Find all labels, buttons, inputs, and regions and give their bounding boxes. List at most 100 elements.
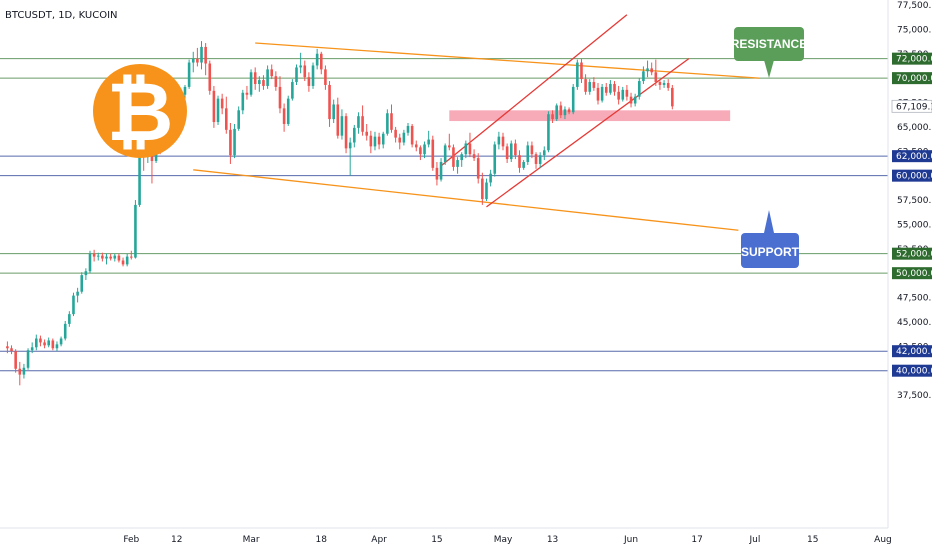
candle-body bbox=[369, 135, 373, 147]
candle-body bbox=[394, 129, 397, 138]
candle-body bbox=[295, 67, 298, 83]
candle-body bbox=[402, 132, 406, 143]
candle-body bbox=[642, 71, 645, 82]
candle-body bbox=[84, 271, 88, 276]
candle-body bbox=[386, 113, 389, 134]
candle-body bbox=[414, 144, 418, 148]
resistance-callout-box bbox=[734, 27, 804, 61]
price-level-badge-label: 50,000.0 bbox=[896, 269, 932, 279]
candle-body bbox=[423, 144, 426, 155]
candle-body bbox=[332, 104, 335, 120]
candle-body bbox=[662, 83, 666, 85]
candle-body bbox=[18, 368, 22, 375]
candle-body bbox=[22, 367, 26, 375]
support-label: SUPPORT bbox=[741, 245, 800, 259]
time-tick-label: Aug bbox=[874, 535, 892, 545]
resistance-label: RESISTANCE bbox=[731, 37, 807, 51]
candle-body bbox=[315, 53, 319, 66]
candle-body bbox=[555, 105, 558, 120]
candle-body bbox=[237, 110, 240, 129]
triangle-lower-trendline bbox=[193, 169, 739, 231]
candle-body bbox=[55, 344, 59, 349]
candle-body bbox=[26, 350, 30, 368]
price-tick-label: 37,500.0 bbox=[897, 391, 932, 401]
candle-body bbox=[625, 89, 629, 97]
price-level-badge-label: 42,000.0 bbox=[896, 347, 932, 357]
candle-body bbox=[187, 62, 191, 87]
candle-body bbox=[196, 58, 199, 63]
price-axis[interactable]: 77,500.075,000.072,500.070,000.067,500.0… bbox=[887, 0, 932, 528]
price-level-badge-label: 72,000.0 bbox=[896, 55, 932, 65]
price-tick-label: 65,000.0 bbox=[897, 123, 932, 133]
time-tick-label: 15 bbox=[807, 535, 818, 545]
candle-body bbox=[439, 162, 443, 180]
candle-body bbox=[563, 109, 567, 116]
time-axis-ticks: Feb 12 Mar 18 Apr 15 May 13 Jun 17 Jul 15 Aug bbox=[123, 535, 891, 545]
candle-body bbox=[307, 77, 311, 86]
time-axis[interactable]: Feb 12 Mar 18 Apr 15 May 13 Jun 17 Jul 15 Aug bbox=[0, 527, 892, 545]
candle-body bbox=[671, 87, 674, 107]
candle-body bbox=[51, 340, 55, 349]
time-tick-label: 17 bbox=[691, 535, 702, 545]
last-price-label: 67,109.1 bbox=[896, 102, 932, 112]
candle-body bbox=[456, 160, 459, 167]
candle-body bbox=[47, 340, 50, 346]
candle-body bbox=[224, 108, 228, 130]
candle-body bbox=[35, 338, 38, 348]
time-tick-label: Jun bbox=[623, 535, 638, 545]
price-level-badge bbox=[892, 52, 932, 65]
candle-body bbox=[80, 275, 84, 292]
price-axis-badges: 72,000.0 70,000.0 62,000.0 60,000.0 52,000.0… bbox=[891, 52, 932, 377]
candle-body bbox=[398, 137, 402, 143]
candle-body bbox=[270, 69, 274, 77]
channel-upper-trendline bbox=[440, 14, 628, 167]
candle-body bbox=[431, 139, 435, 168]
candle-body bbox=[274, 76, 278, 87]
candle-body bbox=[464, 143, 468, 155]
candle-body bbox=[258, 80, 261, 84]
price-tick-label: 47,500.0 bbox=[897, 294, 932, 304]
price-level-badge-label: 52,000.0 bbox=[896, 250, 932, 260]
bitcoin-icon: ₿ bbox=[107, 65, 174, 160]
time-tick-label: Apr bbox=[371, 535, 387, 545]
candle-body bbox=[121, 260, 125, 265]
candle-body bbox=[410, 125, 414, 145]
candle-body bbox=[14, 351, 17, 369]
candle-body bbox=[241, 92, 245, 111]
price-tick-label: 57,500.0 bbox=[897, 196, 932, 206]
candle-body bbox=[654, 72, 658, 83]
price-level-badge-label: 60,000.0 bbox=[896, 172, 932, 182]
candle-body bbox=[373, 136, 377, 147]
candle-body bbox=[59, 338, 63, 345]
chart-title: BTCUSDT, 1D, KUCOIN bbox=[5, 10, 118, 21]
candle-body bbox=[191, 58, 195, 63]
candle-body bbox=[266, 69, 269, 86]
candle-body bbox=[580, 62, 583, 80]
resistance-callout-arrow bbox=[764, 60, 774, 78]
candle-body bbox=[518, 155, 521, 168]
time-tick-label: Feb bbox=[123, 535, 139, 545]
candle-body bbox=[377, 136, 381, 145]
triangle-upper-trendline bbox=[255, 42, 760, 79]
candle-body bbox=[353, 127, 356, 143]
candle-body bbox=[633, 96, 637, 104]
candle-body bbox=[183, 86, 187, 95]
candle-body bbox=[68, 314, 71, 324]
candle-body bbox=[600, 86, 604, 101]
candle-body bbox=[357, 116, 360, 128]
candle-body bbox=[381, 133, 385, 145]
price-tick-label: 75,000.0 bbox=[897, 25, 932, 35]
candle-body bbox=[220, 98, 224, 109]
candle-body bbox=[538, 155, 542, 164]
candle-body bbox=[427, 139, 430, 145]
candle-body bbox=[509, 143, 513, 160]
candle-body bbox=[340, 116, 344, 136]
candles bbox=[6, 41, 674, 386]
candle-body bbox=[571, 86, 575, 113]
candle-body bbox=[559, 105, 563, 116]
candle-body bbox=[666, 83, 670, 88]
bitcoin-logo-circle bbox=[93, 64, 187, 158]
candle-body bbox=[637, 81, 641, 97]
candle-body bbox=[650, 68, 653, 73]
